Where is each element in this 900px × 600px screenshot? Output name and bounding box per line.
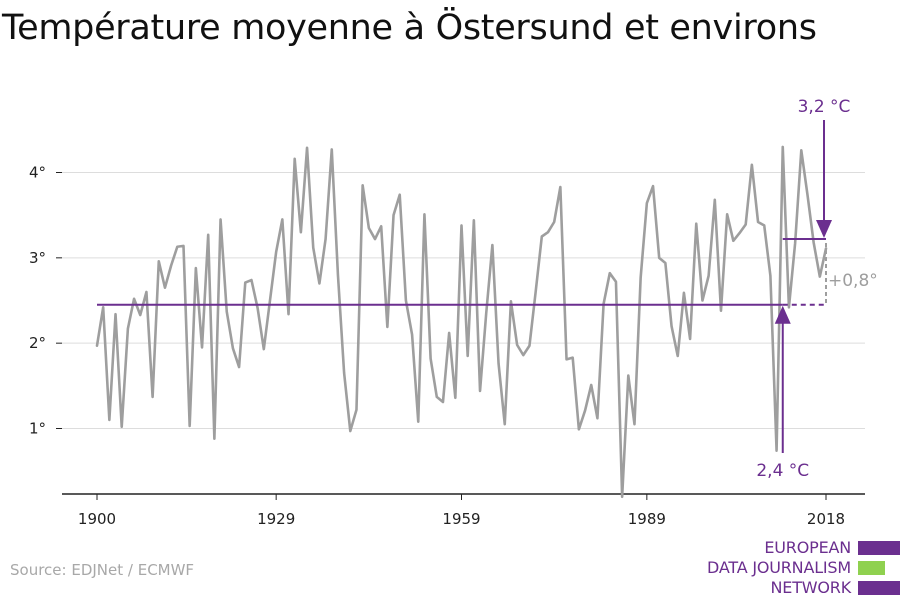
y-tick-label: 4° [29, 164, 46, 182]
edjnet-logo: EUROPEAN DATA JOURNALISM NETWORK [700, 536, 900, 600]
x-tick-label: 1959 [442, 510, 480, 528]
logo-bar-green [858, 561, 885, 575]
y-tick-label: 1° [29, 420, 46, 438]
logo-line-1: EUROPEAN [764, 538, 851, 557]
y-axis: 1° 2° 3° 4° [29, 164, 62, 438]
label-baseline-mean: 2,4 °C [756, 461, 809, 481]
logo-bar-purple-2 [858, 581, 900, 595]
logo-line-2: DATA JOURNALISM [707, 558, 851, 577]
label-recent-mean: 3,2 °C [798, 97, 851, 117]
annotations: 2,4 °C 3,2 °C +0,8° [756, 97, 877, 481]
series-layer [95, 145, 828, 499]
x-tick-label: 1929 [257, 510, 295, 528]
logo-line-3: NETWORK [770, 578, 852, 597]
x-tick-label: 1900 [78, 510, 116, 528]
grid-lines [62, 172, 865, 429]
y-tick-label: 3° [29, 249, 46, 267]
y-tick-label: 2° [29, 334, 46, 352]
x-tick-label: 1989 [628, 510, 666, 528]
chart-title: Température moyenne à Östersund et envir… [2, 8, 817, 48]
label-difference: +0,8° [828, 271, 878, 291]
logo-bar-purple-1 [858, 541, 900, 555]
reference-lines [97, 238, 827, 306]
source-note: Source: EDJNet / ECMWF [10, 561, 195, 579]
x-tick-label: 2018 [807, 510, 845, 528]
x-axis: 1900 1929 1959 1989 2018 [62, 493, 865, 528]
series-line [95, 145, 828, 499]
